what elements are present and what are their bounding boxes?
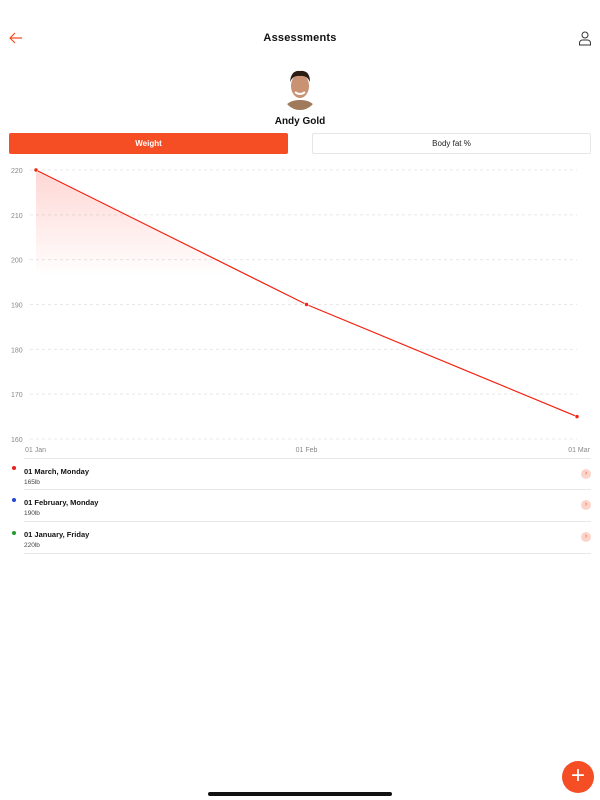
chevron-right-icon[interactable]: › (581, 500, 591, 510)
entry-value: 220lb (24, 542, 40, 549)
weight-chart: 160 170 180 190 200 210 220 01 Jan 01 Feb 01 Mar (11, 167, 591, 454)
data-point (304, 302, 309, 307)
entry-value: 190lb (24, 510, 40, 517)
x-tick-label: 01 Feb (296, 447, 318, 454)
entry-date: 01 January, Friday (24, 530, 90, 539)
add-button[interactable]: + (562, 761, 594, 793)
y-tick-label: 170 (11, 392, 23, 399)
y-tick-label: 200 (11, 258, 23, 265)
y-tick-label: 180 (11, 347, 23, 354)
entry-dot (12, 466, 16, 470)
entry-date: 01 March, Monday (24, 467, 90, 476)
tab-weight[interactable]: Weight (9, 133, 288, 154)
list-item[interactable]: 01 January, Friday 220lb › (24, 522, 591, 554)
x-tick-label: 01 Jan (25, 447, 46, 454)
avatar (283, 68, 317, 110)
chevron-right-icon[interactable]: › (581, 532, 591, 542)
x-tick-label: 01 Mar (568, 447, 590, 454)
entry-dot (12, 531, 16, 535)
back-arrow-icon[interactable] (8, 30, 24, 46)
y-tick-label: 190 (11, 303, 23, 310)
entry-value: 165lb (24, 479, 40, 486)
y-tick-label: 210 (11, 213, 23, 220)
data-point (574, 414, 580, 419)
tab-body-fat[interactable]: Body fat % (312, 133, 591, 154)
user-name: Andy Gold (274, 116, 326, 127)
entry-dot (12, 498, 16, 502)
data-point (33, 167, 39, 173)
y-tick-label: 220 (11, 168, 23, 175)
list-item[interactable]: 01 February, Monday 190lb › (24, 490, 591, 522)
chevron-right-icon[interactable]: › (581, 469, 591, 479)
user-icon[interactable] (577, 30, 593, 46)
page-title: Assessments (263, 32, 337, 44)
y-tick-label: 160 (11, 437, 23, 444)
home-indicator[interactable] (208, 792, 392, 796)
entry-date: 01 February, Monday (24, 498, 99, 507)
list-item[interactable]: 01 March, Monday 165lb › (24, 458, 591, 490)
